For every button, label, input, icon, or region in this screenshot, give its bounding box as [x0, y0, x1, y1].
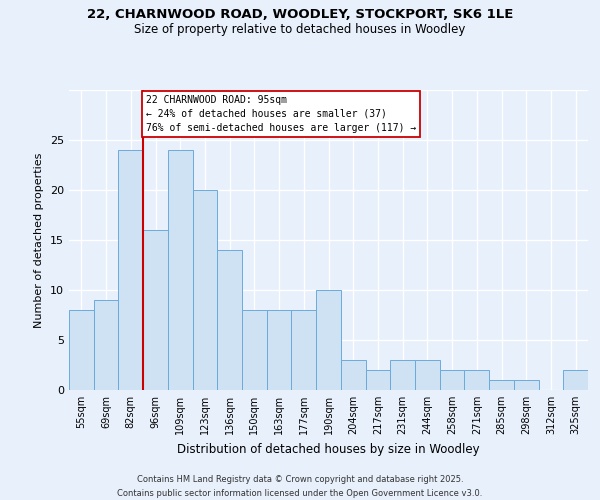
Bar	[464, 370, 489, 390]
Bar	[242, 310, 267, 390]
Bar	[292, 310, 316, 390]
Bar	[514, 380, 539, 390]
Bar	[563, 370, 588, 390]
X-axis label: Distribution of detached houses by size in Woodley: Distribution of detached houses by size …	[177, 442, 480, 456]
Bar	[316, 290, 341, 390]
Bar	[341, 360, 365, 390]
Bar	[390, 360, 415, 390]
Bar	[118, 150, 143, 390]
Y-axis label: Number of detached properties: Number of detached properties	[34, 152, 44, 328]
Bar	[217, 250, 242, 390]
Bar	[168, 150, 193, 390]
Bar	[193, 190, 217, 390]
Bar	[69, 310, 94, 390]
Text: Contains HM Land Registry data © Crown copyright and database right 2025.
Contai: Contains HM Land Registry data © Crown c…	[118, 476, 482, 498]
Text: Size of property relative to detached houses in Woodley: Size of property relative to detached ho…	[134, 22, 466, 36]
Bar	[94, 300, 118, 390]
Bar	[143, 230, 168, 390]
Bar	[489, 380, 514, 390]
Bar	[267, 310, 292, 390]
Bar	[365, 370, 390, 390]
Text: 22, CHARNWOOD ROAD, WOODLEY, STOCKPORT, SK6 1LE: 22, CHARNWOOD ROAD, WOODLEY, STOCKPORT, …	[87, 8, 513, 20]
Bar	[415, 360, 440, 390]
Text: 22 CHARNWOOD ROAD: 95sqm
← 24% of detached houses are smaller (37)
76% of semi-d: 22 CHARNWOOD ROAD: 95sqm ← 24% of detach…	[146, 95, 416, 133]
Bar	[440, 370, 464, 390]
